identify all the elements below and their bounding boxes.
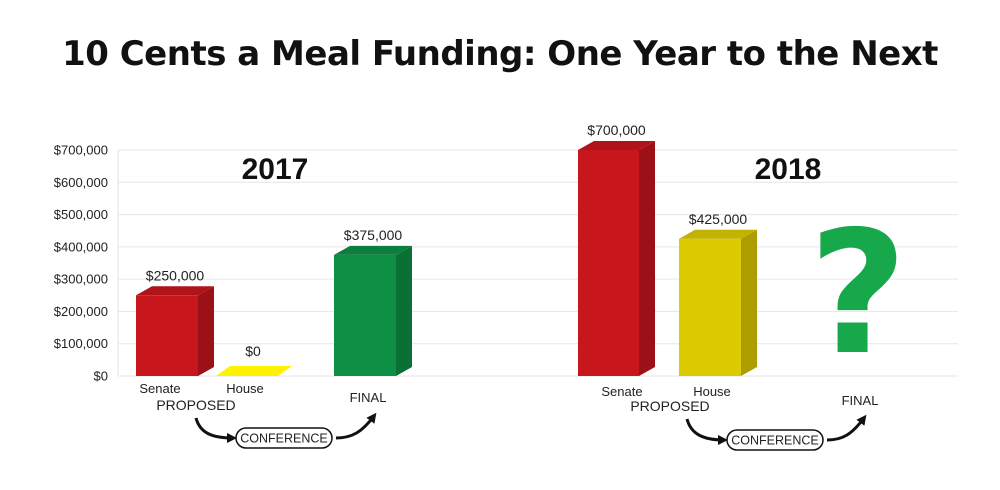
y-axis: $0 $100,000 $200,000 $300,000 $400,000 $500,0… [54,143,108,384]
proposed-label: PROPOSED [630,398,709,414]
y-tick-label: $100,000 [54,336,108,351]
bar-side [198,286,214,376]
bar-top [334,245,412,255]
year-label: 2017 [242,153,309,186]
bar-top [679,229,757,239]
category-label: Senate [601,384,642,399]
category-label: House [693,384,731,399]
labels: 2017 $250,000 Senate $0 House $375,000 FINAL PR… [139,122,908,451]
y-tick-label: $0 [94,369,108,384]
bar-final [334,254,396,376]
value-label: $700,000 [587,122,646,138]
arrow-to-final [335,412,377,440]
y-tick-label: $200,000 [54,304,108,319]
bar-side [396,245,412,376]
bar-zero-house [216,366,292,376]
bar-house [679,238,741,376]
bar-top [578,141,655,150]
y-tick-label: $500,000 [54,207,108,222]
category-label: House [226,381,264,396]
arrow-to-conference [685,418,728,445]
bar-side [639,141,655,376]
y-tick-label: $400,000 [54,239,108,254]
conference-label: CONFERENCE [731,434,819,448]
year-label: 2018 [755,153,822,186]
question-mark: ? [809,195,908,393]
bars [136,141,757,376]
value-label: $425,000 [689,211,748,227]
chart-title: 10 Cents a Meal Funding: One Year to the… [62,34,938,74]
y-tick-label: $600,000 [54,175,108,190]
bar-top [136,286,214,296]
category-label: FINAL [842,393,879,408]
arrow-to-conference [194,417,237,443]
conference-label: CONFERENCE [240,432,328,446]
bar-side [741,229,757,376]
value-label: $0 [245,343,261,359]
y-tick-label: $300,000 [54,272,108,287]
bar-senate [136,295,198,376]
proposed-label: PROPOSED [156,397,235,413]
bar-senate [578,150,639,376]
category-label: Senate [139,381,180,396]
arrow-to-final [826,414,867,442]
y-tick-label: $700,000 [54,143,108,158]
value-label: $375,000 [344,227,403,243]
value-label: $250,000 [146,267,205,283]
category-label: FINAL [350,390,387,405]
